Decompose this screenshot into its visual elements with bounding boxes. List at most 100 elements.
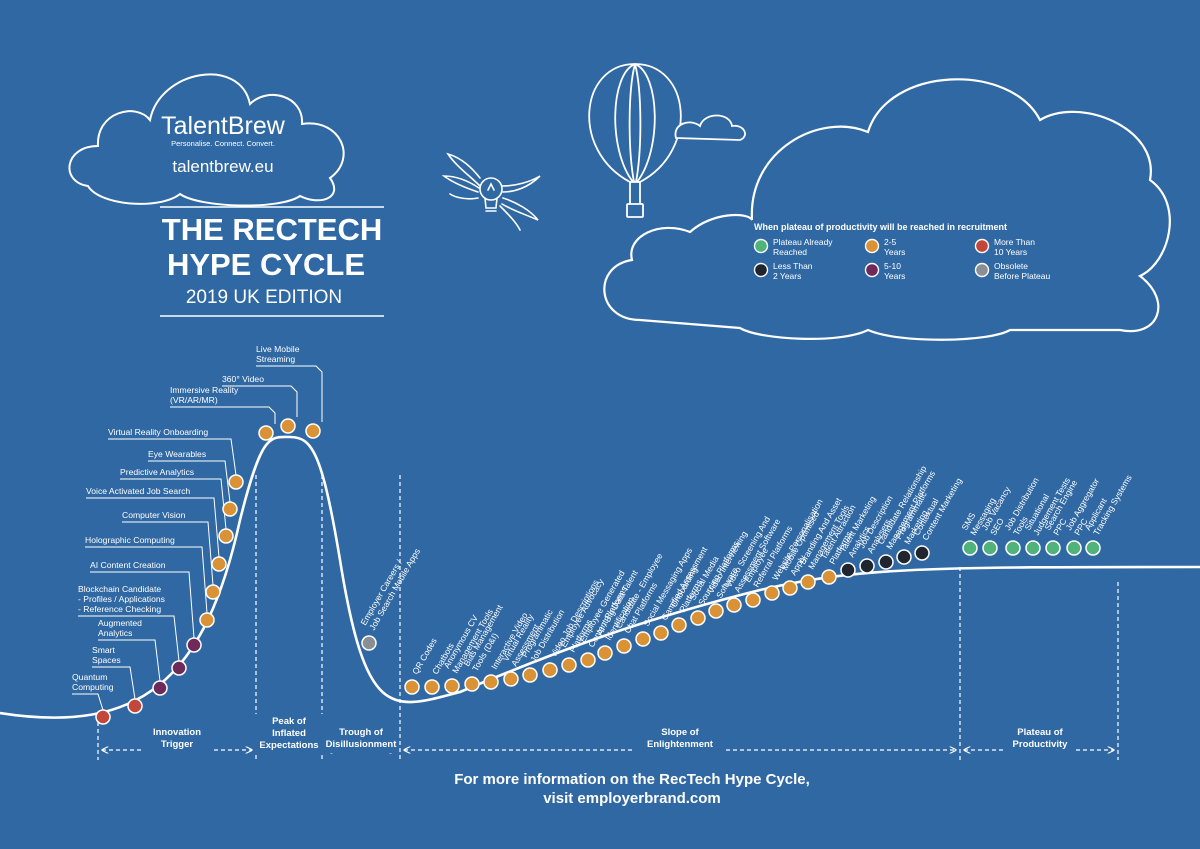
tech-label: - Reference Checking bbox=[78, 604, 161, 614]
phase-label: Peak of bbox=[272, 716, 307, 727]
phase-label: Plateau of bbox=[1017, 727, 1063, 738]
tech-leader-line bbox=[98, 639, 161, 682]
tech-marker bbox=[914, 545, 930, 561]
tech-marker bbox=[542, 662, 558, 678]
tech-label: Spaces bbox=[92, 655, 121, 665]
tech-item: Virtual Reality Onboarding bbox=[108, 427, 244, 490]
tech-marker bbox=[218, 528, 234, 544]
brand-tagline: Personalise. Connect. Convert. bbox=[171, 139, 275, 148]
tech-marker bbox=[1066, 540, 1082, 556]
legend-label-two_five-2: Years bbox=[884, 247, 905, 257]
tech-marker bbox=[878, 554, 894, 570]
tech-marker bbox=[726, 597, 742, 613]
tech-marker bbox=[690, 610, 706, 626]
brand-url: talentbrew.eu bbox=[172, 157, 273, 176]
legend-label-five_ten: 5-10 bbox=[884, 261, 901, 271]
tech-marker bbox=[444, 678, 460, 694]
tech-marker bbox=[800, 574, 816, 590]
phase-label: Disillusionment bbox=[326, 739, 398, 750]
tech-label: (VR/AR/MR) bbox=[170, 395, 218, 405]
tech-marker bbox=[228, 474, 244, 490]
phase-label-bg bbox=[1004, 725, 1076, 753]
tech-marker bbox=[982, 540, 998, 556]
tech-label: Streaming bbox=[256, 354, 295, 364]
small-cloud-shape bbox=[674, 114, 746, 141]
phase-label-bg bbox=[635, 725, 725, 753]
tech-leader-line bbox=[222, 385, 298, 417]
tech-marker bbox=[95, 709, 111, 725]
legend-swatch-ten_plus bbox=[974, 238, 990, 254]
technology-markers: QuantumComputingSmartSpacesAugmentedAnal… bbox=[72, 344, 1134, 725]
tech-marker bbox=[821, 569, 837, 585]
tech-marker bbox=[171, 660, 187, 676]
legend-swatch-two_five bbox=[864, 238, 880, 254]
tech-marker bbox=[503, 671, 519, 687]
tech-marker bbox=[522, 667, 538, 683]
hot-air-balloon-icon bbox=[588, 63, 682, 218]
brand-name: TalentBrew bbox=[161, 112, 286, 140]
tech-marker bbox=[305, 423, 321, 439]
legend-label-obsolete-2: Before Plateau bbox=[994, 271, 1051, 281]
tech-item: Holographic Computing bbox=[85, 535, 215, 628]
tech-marker bbox=[280, 418, 296, 434]
phase-label: Expectations bbox=[259, 740, 318, 751]
tech-label: - Profiles / Applications bbox=[78, 594, 165, 604]
phase-label: Trough of bbox=[339, 727, 384, 738]
tech-label: Computer Vision bbox=[122, 510, 186, 520]
tech-marker bbox=[404, 679, 420, 695]
tech-marker bbox=[962, 540, 978, 556]
tech-item: Voice Activated Job Search bbox=[86, 486, 227, 572]
tech-marker bbox=[708, 603, 724, 619]
tech-marker bbox=[671, 617, 687, 633]
tech-item: Immersive Reality(VR/AR/MR) bbox=[170, 385, 276, 441]
tech-marker bbox=[561, 657, 577, 673]
legend-label-ten_plus-2: 10 Years bbox=[994, 247, 1027, 257]
footer-line-2: visit employerbrand.com bbox=[543, 790, 721, 807]
tech-marker bbox=[653, 625, 669, 641]
tech-leader-line bbox=[256, 365, 323, 422]
tech-item: Employer Careers /Job Search Mobile Apps bbox=[358, 547, 422, 651]
legend-label-obsolete: Obsolete bbox=[994, 261, 1028, 271]
tech-leader-line bbox=[148, 460, 231, 503]
footer-line-1: For more information on the RecTech Hype… bbox=[454, 771, 810, 788]
tech-marker bbox=[764, 585, 780, 601]
legend-label-two_five: 2-5 bbox=[884, 237, 897, 247]
tech-label: AI Content Creation bbox=[90, 560, 166, 570]
tech-marker bbox=[464, 676, 480, 692]
tech-marker bbox=[424, 679, 440, 695]
tech-marker bbox=[211, 556, 227, 572]
tech-label: Analytics bbox=[98, 628, 132, 638]
tech-marker bbox=[152, 680, 168, 696]
tech-item: Predictive Analytics bbox=[120, 467, 234, 544]
legend-label-five_ten-2: Years bbox=[884, 271, 905, 281]
tech-label: Predictive Analytics bbox=[120, 467, 194, 477]
tech-marker bbox=[361, 635, 377, 651]
tech-label: Computing bbox=[72, 682, 114, 692]
tech-leader-line bbox=[122, 521, 214, 586]
winged-lightbulb-icon bbox=[441, 152, 541, 231]
brand-cloud-shape bbox=[68, 73, 345, 207]
title-line-2: HYPE CYCLE bbox=[167, 247, 365, 282]
tech-leader-line bbox=[170, 406, 276, 424]
legend-label-plateau-2: Reached bbox=[773, 247, 807, 257]
tech-marker bbox=[483, 674, 499, 690]
tech-marker bbox=[635, 631, 651, 647]
legend-cloud-shape bbox=[603, 78, 1171, 341]
tech-marker bbox=[745, 592, 761, 608]
phase-label: Slope of bbox=[661, 727, 699, 738]
tech-marker bbox=[782, 580, 798, 596]
tech-item: AI Content Creation bbox=[90, 560, 202, 653]
legend-label-lt_two: Less Than bbox=[773, 261, 813, 271]
legend-swatch-lt_two bbox=[753, 262, 769, 278]
tech-marker bbox=[205, 584, 221, 600]
tech-label: Voice Activated Job Search bbox=[86, 486, 190, 496]
tech-label: Blockchain Candidate bbox=[78, 584, 161, 594]
tech-leader-line bbox=[90, 571, 195, 639]
legend-label-plateau: Plateau Already bbox=[773, 237, 833, 247]
